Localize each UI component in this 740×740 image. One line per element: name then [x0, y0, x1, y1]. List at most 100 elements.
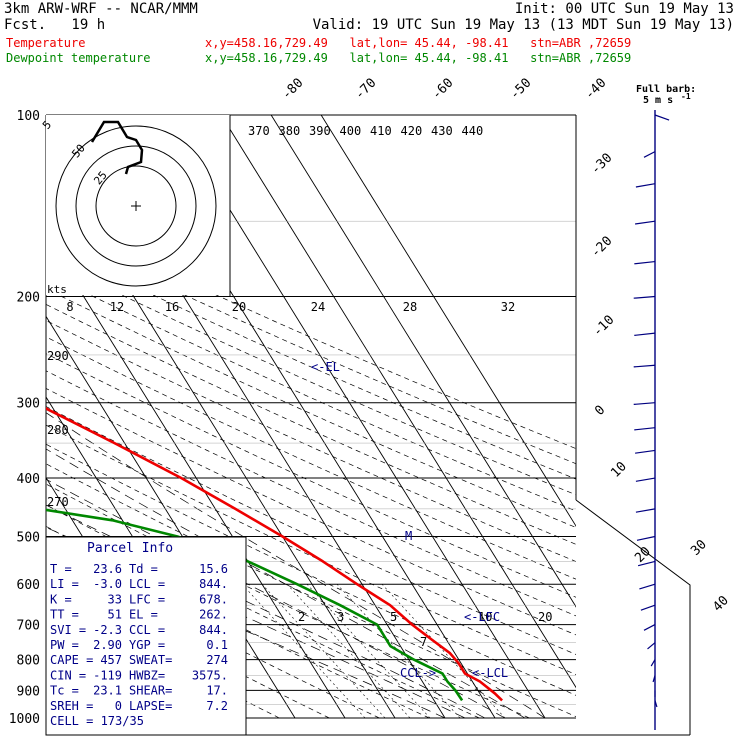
model-title: 3km ARW-WRF -- NCAR/MMM — [4, 1, 198, 17]
hodograph-trace — [90, 120, 144, 175]
parcel-param-name: SVI = — [50, 623, 86, 637]
theta-label: 440 — [462, 124, 484, 138]
mixing-ratio-line — [286, 584, 411, 719]
parcel-param-value: 844. — [199, 577, 228, 591]
pressure-tick-label: 800 — [17, 654, 40, 669]
isotherm-label: -30 — [588, 151, 615, 178]
parcel-param-name: LAPSE= — [129, 699, 172, 713]
pressure-tick-label: 100 — [17, 109, 40, 124]
parcel-param-name: HWBZ= — [129, 668, 165, 682]
hodograph-ring — [75, 145, 197, 267]
hodograph-speed-label: 28 — [403, 300, 417, 314]
theta-label: 420 — [401, 124, 423, 138]
parcel-param-name: Tc = — [50, 684, 79, 698]
wind-barb — [639, 583, 656, 590]
pressure-tick-label: 1000 — [9, 712, 40, 727]
pressure-tick-label: 600 — [17, 578, 40, 593]
parcel-box-frame — [45, 536, 247, 736]
parcel-param-value: -2.3 — [93, 623, 122, 637]
parcel-param-name: K = — [50, 592, 72, 606]
isotherm-label: 10 — [608, 459, 630, 481]
parcel-param-name: LCL = — [129, 577, 165, 591]
isotherm-label: -60 — [429, 76, 456, 103]
isotherm-label: -40 — [582, 76, 609, 103]
wind-barb — [633, 295, 656, 299]
isotherm-line — [46, 234, 346, 719]
hodograph-center-mark — [131, 201, 141, 211]
theta-label: 410 — [370, 124, 392, 138]
mixing-ratio-label: 2 — [298, 610, 305, 624]
dewpoint-legend: Dewpoint temperature — [6, 51, 151, 65]
mixing-ratio-line — [306, 584, 431, 719]
parcel-param-value: 33 — [108, 592, 122, 606]
pressure-tick-label: 200 — [17, 291, 40, 306]
wind-barb — [634, 260, 656, 265]
dewpoint-trace — [46, 508, 464, 702]
parcel-param-value: -119 — [93, 668, 122, 682]
moist-adiabat-line — [46, 412, 546, 719]
parcel-param-name: CIN = — [50, 668, 86, 682]
wind-barb — [637, 560, 656, 567]
lfc-marker: <-LFC — [464, 610, 500, 624]
isotherm-line — [270, 115, 576, 608]
parcel-param-name: CAPE = — [50, 653, 93, 667]
parcel-param-value: 51 — [108, 608, 122, 622]
temperature-trace — [46, 407, 504, 702]
dewpoint-location-info: x,y=458.16,729.49 lat,lon= 45.44, -98.41… — [205, 51, 632, 65]
right-axis-skew — [575, 499, 691, 735]
forecast-hour: Fcst. 19 h — [4, 17, 106, 33]
parcel-param-value: 457 — [100, 653, 122, 667]
parcel-param-value: 23.6 — [93, 562, 122, 576]
wind-barb — [640, 604, 656, 611]
parcel-param-name: SHEAR= — [129, 684, 172, 698]
parcel-param-name: SWEAT= — [129, 653, 172, 667]
parcel-title: Parcel Info — [87, 541, 173, 556]
isotherm-label: -20 — [588, 234, 615, 261]
pressure-tick-label: 900 — [17, 684, 40, 699]
pressure-tick-label: 700 — [17, 619, 40, 634]
barb-key-title: Full barb: — [636, 84, 696, 95]
parcel-param-value: 17. — [206, 684, 228, 698]
parcel-param-name: T = — [50, 562, 72, 576]
ccl-marker: CCL-> — [400, 666, 436, 680]
wind-barb — [633, 402, 656, 405]
hodograph-ring — [95, 165, 177, 247]
wind-barbs: Full barb:5 m s -1 — [633, 84, 696, 730]
parcel-info-box: Parcel Info T = 23.6 Td = 15.6 LI = -3.0 LCL = 8… — [45, 536, 247, 736]
parcel-param-name: EL = — [129, 608, 158, 622]
isotherm-label: -50 — [507, 76, 534, 103]
parcel-param-name: CELL = 173/35 — [50, 714, 144, 728]
parcel-param-value: 274 — [206, 653, 228, 667]
hodograph-speed-label: 24 — [311, 300, 325, 314]
pressure-tick-label: 400 — [17, 472, 40, 487]
theta-label: 400 — [340, 124, 362, 138]
pressure-tick-label: 500 — [17, 530, 40, 545]
wind-barb — [636, 535, 656, 541]
moist-adiabat-line — [46, 448, 526, 719]
parcel-param-name: PW = — [50, 638, 79, 652]
isotherm-label: 0 — [592, 403, 608, 419]
parcel-param-value: -3.0 — [93, 577, 122, 591]
parcel-param-value: 0.1 — [206, 638, 228, 652]
hodograph-speed-label: 16 — [165, 300, 179, 314]
isotherm-label: 40 — [710, 593, 732, 615]
isotherm-label: -80 — [279, 76, 306, 103]
wind-barb — [647, 642, 656, 650]
moist-adiabat-line — [46, 478, 506, 719]
theta-label: 370 — [248, 124, 270, 138]
m-marker: M — [405, 529, 412, 543]
isotherm-line — [170, 115, 546, 719]
theta-label: 380 — [279, 124, 301, 138]
hodograph-ring — [55, 125, 217, 287]
wind-barb — [650, 659, 656, 667]
wind-barb — [635, 449, 656, 454]
mixing-ratio-label: 5 — [390, 610, 397, 624]
isotherm-line — [220, 115, 576, 689]
wind-barb — [643, 151, 656, 158]
theta-left-label: 280 — [47, 423, 69, 437]
parcel-param-name: SREH = — [50, 699, 93, 713]
mixing-ratio-line — [381, 584, 506, 719]
parcel-param-name: TT = — [50, 608, 79, 622]
